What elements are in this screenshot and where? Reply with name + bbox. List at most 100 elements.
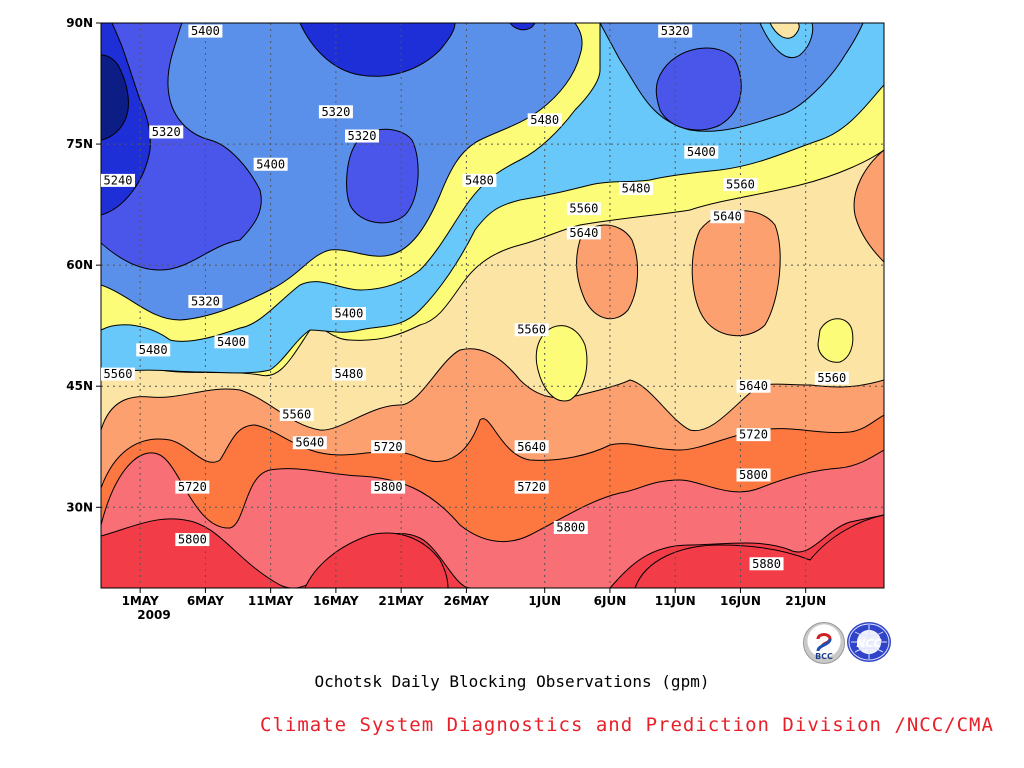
contour-label-text: 5640 bbox=[713, 210, 742, 224]
contour-label-bg bbox=[292, 436, 327, 450]
x-axis: 1MAY 6MAY 11MAY 16MAY 21MAY 26MAY 1JUN 6JUN 11JU… bbox=[122, 588, 826, 608]
contour-label-bg bbox=[318, 105, 353, 119]
contour-label: 5400 bbox=[331, 307, 366, 321]
contour-label: 5400 bbox=[253, 157, 288, 171]
contour-label: 5480 bbox=[462, 173, 497, 187]
contour-label: 5880 bbox=[749, 557, 784, 571]
y-tick-label: 90N bbox=[66, 16, 93, 30]
contour-label: 5640 bbox=[292, 436, 327, 450]
y-tick-label: 45N bbox=[66, 379, 93, 393]
contour-label-text: 5720 bbox=[517, 480, 546, 494]
contour-label-bg bbox=[371, 480, 406, 494]
cell-cream-top bbox=[769, 23, 800, 39]
contour-label-bg bbox=[527, 113, 562, 127]
contour-label: 5800 bbox=[736, 468, 771, 482]
contour-label-text: 5880 bbox=[752, 557, 781, 571]
cell-high-east bbox=[691, 210, 781, 337]
contour-label: 5400 bbox=[214, 335, 249, 349]
x-tick-label: 11MAY bbox=[248, 594, 294, 608]
contour-label-text: 5640 bbox=[739, 379, 768, 393]
contour-label-text: 5320 bbox=[191, 294, 220, 308]
contour-label-text: 5240 bbox=[104, 173, 133, 187]
contour-label-text: 5560 bbox=[726, 177, 755, 191]
y-tick-label: 30N bbox=[66, 500, 93, 514]
x-tick-label: 6JUN bbox=[594, 594, 627, 608]
cell-pink-top bbox=[759, 23, 814, 59]
contour-label-bg bbox=[619, 181, 654, 195]
contour-label-bg bbox=[345, 129, 379, 143]
contour-label: 5800 bbox=[553, 520, 588, 534]
contour-label: 5560 bbox=[514, 323, 549, 337]
x-tick-label: 26MAY bbox=[444, 594, 490, 608]
contour-label: 5720 bbox=[514, 480, 549, 494]
y-tick-label: 75N bbox=[66, 137, 93, 151]
contour-label-text: 5800 bbox=[374, 480, 403, 494]
contour-label-bg bbox=[331, 307, 366, 321]
bcc-logo: BCC bbox=[803, 622, 845, 664]
contour-label-text: 5320 bbox=[661, 24, 690, 38]
contour-label-bg bbox=[566, 226, 601, 240]
contour-label-text: 5640 bbox=[517, 440, 546, 454]
contour-label: 5480 bbox=[527, 113, 562, 127]
contour-label: 5320 bbox=[188, 294, 223, 308]
contour-label-bg bbox=[279, 407, 314, 421]
contour-label-text: 5560 bbox=[104, 367, 133, 381]
contour-label-text: 5480 bbox=[465, 173, 494, 187]
cell-min-northwest bbox=[101, 54, 129, 141]
contour-label-bg bbox=[253, 157, 288, 171]
contour-label-bg bbox=[566, 202, 601, 216]
contour-label-bg bbox=[749, 557, 784, 571]
contour-label-bg bbox=[101, 367, 135, 381]
contour-label-bg bbox=[175, 533, 210, 547]
x-tick-label: 21MAY bbox=[378, 594, 424, 608]
cell-low-mid bbox=[346, 128, 419, 224]
contour-label-text: 5480 bbox=[530, 113, 559, 127]
contour-label-bg bbox=[736, 379, 771, 393]
contour-label-text: 5400 bbox=[256, 157, 285, 171]
contour-label: 5640 bbox=[710, 210, 745, 224]
contour-label-text: 5320 bbox=[152, 125, 181, 139]
contour-label-bg bbox=[684, 145, 719, 159]
contour-label: 5640 bbox=[514, 440, 549, 454]
contour-label-bg bbox=[658, 24, 693, 38]
x-tick-label: 6MAY bbox=[187, 594, 224, 608]
credit-line: Climate System Diagnostics and Predictio… bbox=[260, 714, 994, 736]
contour-label-text: 5800 bbox=[739, 468, 768, 482]
x-tick-label: 16JUN bbox=[720, 594, 761, 608]
cell-max-south bbox=[304, 532, 449, 588]
contour-label-bg bbox=[736, 468, 771, 482]
contour-label-text: 5640 bbox=[295, 436, 324, 450]
cell-high-mid bbox=[576, 224, 639, 320]
contour-label-bg bbox=[514, 323, 549, 337]
contour-label: 5480 bbox=[136, 343, 171, 357]
contour-label: 5320 bbox=[345, 129, 379, 143]
contour-label-text: 5800 bbox=[178, 533, 207, 547]
contour-label: 5720 bbox=[371, 440, 406, 454]
cell-low-north bbox=[299, 23, 456, 77]
contour-label-text: 5480 bbox=[139, 343, 168, 357]
contour-label: 5720 bbox=[736, 428, 771, 442]
contour-label: 5400 bbox=[188, 24, 223, 38]
bcc-logo-text: BCC bbox=[815, 652, 833, 661]
contour-label: 5320 bbox=[149, 125, 184, 139]
contour-label: 5640 bbox=[566, 226, 601, 240]
contour-label-bg bbox=[136, 343, 171, 357]
contour-label-bg bbox=[331, 367, 366, 381]
contour-label-bg bbox=[462, 173, 497, 187]
contour-label-text: 5560 bbox=[517, 323, 546, 337]
contour-label-text: 5480 bbox=[622, 181, 651, 195]
contour-label-bg bbox=[736, 428, 771, 442]
contour-label: 5400 bbox=[684, 145, 719, 159]
contour-label-text: 5480 bbox=[334, 367, 363, 381]
contour-label-bg bbox=[514, 440, 549, 454]
contour-label: 5800 bbox=[175, 533, 210, 547]
contour-label: 5480 bbox=[619, 181, 654, 195]
contour-label: 5560 bbox=[723, 177, 758, 191]
y-tick-label: 60N bbox=[66, 258, 93, 272]
contour-label-bg bbox=[188, 294, 223, 308]
ncc-logo: NCC bbox=[847, 622, 891, 662]
contour-label-bg bbox=[101, 173, 135, 187]
contour-label: 5560 bbox=[101, 367, 135, 381]
contour-label: 5320 bbox=[658, 24, 693, 38]
